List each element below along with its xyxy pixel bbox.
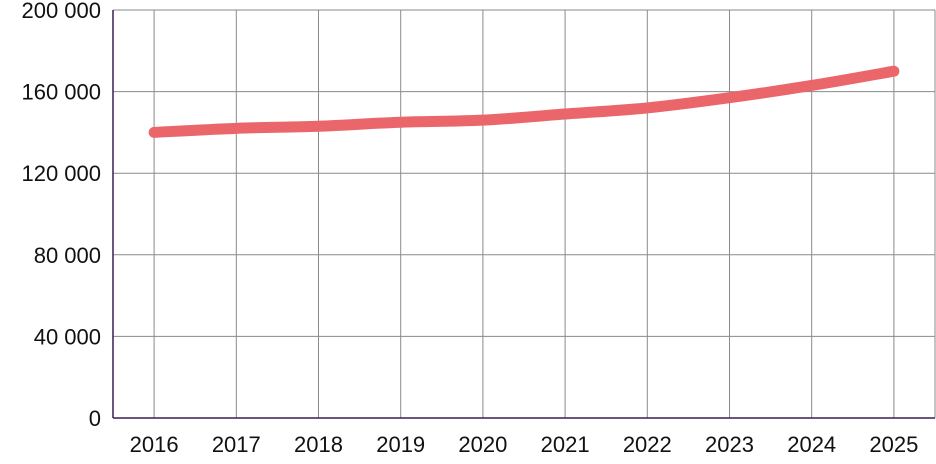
y-tick-label: 0 xyxy=(89,406,101,431)
x-tick-label: 2025 xyxy=(869,432,918,457)
x-tick-label: 2016 xyxy=(130,432,179,457)
y-tick-label: 120 000 xyxy=(21,161,101,186)
x-tick-label: 2019 xyxy=(376,432,425,457)
x-axis-ticks: 2016 2017 2018 2019 2020 2021 2022 2023 2024 2025 xyxy=(130,432,919,457)
y-tick-label: 80 000 xyxy=(34,243,101,268)
grid xyxy=(113,9,936,419)
x-tick-label: 2024 xyxy=(787,432,836,457)
series-line xyxy=(148,65,900,138)
x-tick-label: 2017 xyxy=(212,432,261,457)
x-tick-label: 2022 xyxy=(623,432,672,457)
y-tick-label: 160 000 xyxy=(21,80,101,105)
x-tick-label: 2018 xyxy=(294,432,343,457)
y-axis-ticks: 0 40 000 80 000 120 000 160 000 200 000 xyxy=(21,0,101,431)
x-tick-label: 2021 xyxy=(541,432,590,457)
series-layer xyxy=(148,65,900,138)
y-tick-label: 200 000 xyxy=(21,0,101,23)
x-tick-label: 2020 xyxy=(458,432,507,457)
x-tick-label: 2023 xyxy=(705,432,754,457)
axes xyxy=(112,10,935,419)
y-tick-label: 40 000 xyxy=(34,324,101,349)
